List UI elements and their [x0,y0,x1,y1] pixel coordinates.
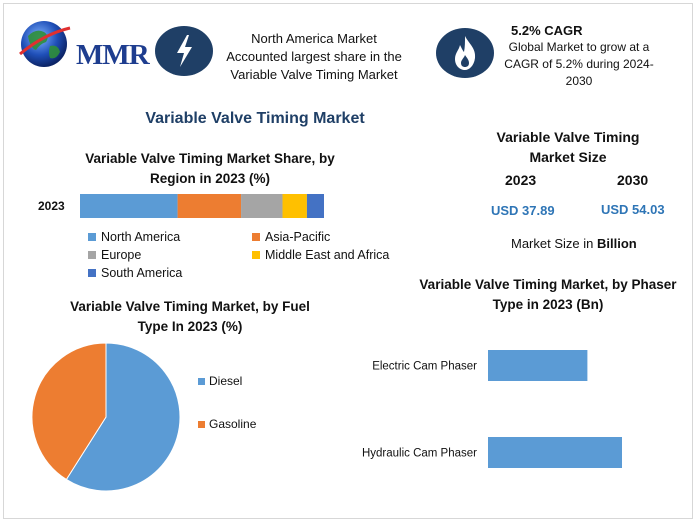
bar-electric-cam-phaser [488,350,588,381]
year-2023-label: 2023 [505,172,537,188]
legend-label: North America [101,230,181,244]
legend-item-north-america: North America [88,230,180,244]
flame-icon [436,28,494,78]
category-label-electric-cam-phaser: Electric Cam Phaser [372,361,477,373]
legend-label: Asia-Pacific [265,230,331,244]
bar-hydraulic-cam-phaser [488,437,622,468]
legend-swatch-gasoline [198,421,205,428]
phaser-chart-title: Variable Valve Timing Market, by Phaser … [419,277,677,312]
cagr-title: 5.2% CAGR [511,23,583,38]
legend-label-gasoline: Gasoline [209,417,257,431]
page-title: Variable Valve Timing Market [145,110,365,127]
bar-segment-europe [241,194,283,218]
logo: MMR [14,14,150,74]
lightning-icon [155,26,213,76]
legend-label: Europe [101,248,142,262]
legend-item-asia-pacific: Asia-Pacific [252,230,330,244]
bar-segment-asia-pacific [177,194,242,218]
legend-swatch [88,233,96,241]
pie-slice-diesel [65,342,181,492]
legend-swatch-diesel [198,378,205,385]
header-band: MMR North America Market Accounted large… [0,0,698,100]
legend-swatch [88,269,96,277]
market-size-unit: Market Size in Billion [511,236,637,251]
phaser-type-bar-chart: Electric Cam Phaser Hydraulic Cam Phaser [362,350,622,468]
bar-segment-north-america [80,194,178,218]
infographic-frame [3,3,693,519]
legend-item-middle-east-and-africa: Middle East and Africa [252,248,389,262]
year-2030-label: 2030 [617,172,649,188]
region-share-chart: 2023 [38,194,324,218]
legend-label: Middle East and Africa [265,248,390,262]
legend-swatch [252,233,260,241]
bar-segment-middle-east-and-africa [282,194,307,218]
logo-text: MMR [76,39,150,71]
legend-label-diesel: Diesel [209,374,242,388]
legend-swatch [88,251,96,259]
pie-slice-gasoline [31,342,107,481]
category-label-hydraulic-cam-phaser: Hydraulic Cam Phaser [362,448,477,460]
legend-item-europe: Europe [88,248,141,262]
market-size-2030-value: USD 54.03 [601,202,665,217]
legend-label: South America [101,266,183,280]
bar-segment-south-america [306,194,324,218]
highlight-text: North America Market Accounted largest s… [226,31,402,82]
legend-item-south-america: South America [88,266,182,280]
globe-logo-icon [19,21,71,67]
category-label-2023: 2023 [38,199,65,213]
fuel-type-pie-chart: Diesel Gasoline [31,342,257,492]
region-chart-title: Variable Valve Timing Market Share, by R… [85,151,335,186]
market-size-title: Variable Valve Timing Market Size [496,129,640,165]
fuel-chart-title: Variable Valve Timing Market, by Fuel Ty… [70,299,310,334]
cagr-description: Global Market to grow at a CAGR of 5.2% … [504,40,654,88]
market-size-2023-value: USD 37.89 [491,203,555,218]
legend-swatch [252,251,260,259]
